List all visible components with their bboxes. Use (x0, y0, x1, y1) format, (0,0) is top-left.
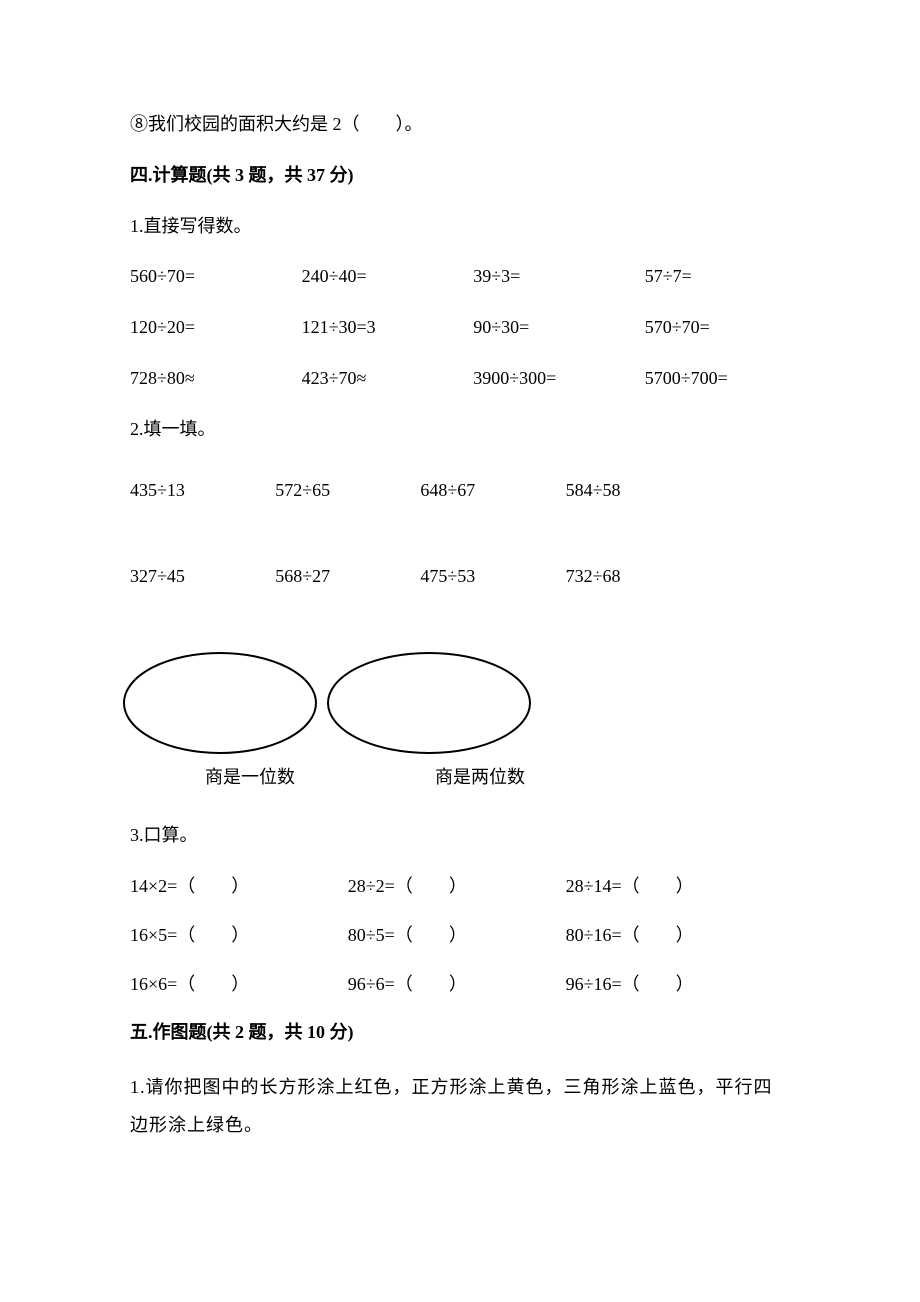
section-4-heading: 四.计算题(共 3 题，共 37 分) (130, 161, 790, 190)
cell: 14×2=（ ） (130, 872, 348, 901)
ellipse-label-2: 商是两位数 (380, 763, 580, 789)
q3-row-2: 16×6=（ ） 96÷6=（ ） 96÷16=（ ） (130, 970, 790, 999)
cell: 728÷80≈ (130, 364, 302, 393)
cell: 90÷30= (473, 313, 645, 342)
cell: 80÷5=（ ） (348, 921, 566, 950)
cell: 327÷45 (130, 562, 275, 591)
ellipse-diagram: 商是一位数 商是两位数 (130, 649, 790, 789)
cell: 28÷14=（ ） (566, 872, 790, 901)
q2-row-1: 327÷45 568÷27 475÷53 732÷68 (130, 562, 790, 591)
cell: 584÷58 (566, 476, 711, 505)
section-5-heading: 五.作图题(共 2 题，共 10 分) (130, 1018, 790, 1047)
cell: 435÷13 (130, 476, 275, 505)
cell: 570÷70= (645, 313, 790, 342)
cell: 648÷67 (420, 476, 565, 505)
cell: 568÷27 (275, 562, 420, 591)
cell: 732÷68 (566, 562, 711, 591)
q4-2-title: 2.填一填。 (130, 415, 790, 444)
ellipse-left (120, 649, 320, 757)
cell: 572÷65 (275, 476, 420, 505)
q1-row-0: 560÷70= 240÷40= 39÷3= 57÷7= (130, 262, 790, 291)
cell: 16×6=（ ） (130, 970, 348, 999)
q3-row-1: 16×5=（ ） 80÷5=（ ） 80÷16=（ ） (130, 921, 790, 950)
cell: 240÷40= (302, 262, 474, 291)
q5-1: 1.请你把图中的长方形涂上红色，正方形涂上黄色，三角形涂上蓝色，平行四边形涂上绿… (130, 1069, 790, 1145)
cell: 16×5=（ ） (130, 921, 348, 950)
cell: 96÷16=（ ） (566, 970, 790, 999)
cell: 560÷70= (130, 262, 302, 291)
q1-row-2: 728÷80≈ 423÷70≈ 3900÷300= 5700÷700= (130, 364, 790, 393)
cell: 39÷3= (473, 262, 645, 291)
q2-row-0: 435÷13 572÷65 648÷67 584÷58 (130, 476, 790, 505)
q4-1-title: 1.直接写得数。 (130, 212, 790, 241)
cell: 3900÷300= (473, 364, 645, 393)
cell: 423÷70≈ (302, 364, 474, 393)
cell: 96÷6=（ ） (348, 970, 566, 999)
ellipse-right (324, 649, 534, 757)
cell: 80÷16=（ ） (566, 921, 790, 950)
cell: 28÷2=（ ） (348, 872, 566, 901)
cell: 121÷30=3 (302, 313, 474, 342)
question-8: ⑧我们校园的面积大约是 2（ ）。 (130, 110, 790, 139)
q3-row-0: 14×2=（ ） 28÷2=（ ） 28÷14=（ ） (130, 872, 790, 901)
cell: 57÷7= (645, 262, 790, 291)
q4-3-title: 3.口算。 (130, 821, 790, 850)
ellipse-label-1: 商是一位数 (150, 763, 350, 789)
cell: 120÷20= (130, 313, 302, 342)
cell: 5700÷700= (645, 364, 790, 393)
cell: 475÷53 (420, 562, 565, 591)
q1-row-1: 120÷20= 121÷30=3 90÷30= 570÷70= (130, 313, 790, 342)
